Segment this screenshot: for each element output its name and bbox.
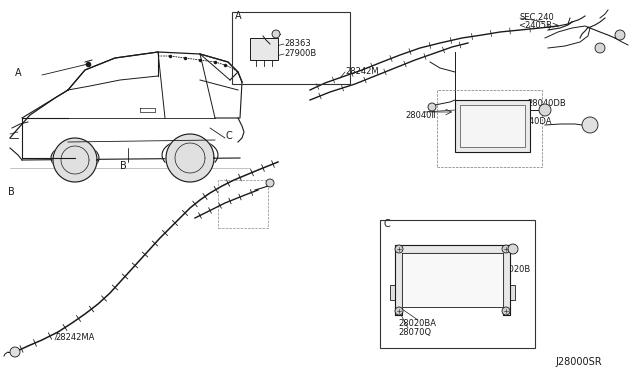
Text: J28000SR: J28000SR [555, 357, 602, 367]
Bar [380, 220, 535, 348]
Circle shape [395, 245, 403, 253]
Circle shape [539, 104, 551, 116]
Text: 28020BA: 28020BA [398, 318, 436, 327]
Circle shape [428, 103, 436, 111]
Text: 28070Q: 28070Q [398, 327, 431, 337]
Bar [390, 285, 395, 300]
Bar [218, 180, 268, 228]
Circle shape [502, 307, 510, 315]
Circle shape [595, 43, 605, 53]
Bar [460, 105, 525, 147]
Circle shape [502, 245, 510, 253]
Text: C: C [383, 219, 390, 229]
Polygon shape [395, 245, 510, 315]
Circle shape [272, 30, 280, 38]
Bar [250, 38, 278, 60]
Text: 28040DB: 28040DB [527, 99, 566, 108]
Polygon shape [53, 138, 97, 182]
Text: <2405B>: <2405B> [518, 20, 559, 29]
Circle shape [615, 30, 625, 40]
Text: 28040DA: 28040DA [513, 118, 552, 126]
Polygon shape [166, 134, 214, 182]
Text: 28020B: 28020B [498, 266, 531, 275]
Circle shape [582, 117, 598, 133]
Circle shape [10, 347, 20, 357]
Text: B: B [120, 161, 127, 171]
Bar [455, 100, 530, 152]
Text: 28363: 28363 [284, 39, 311, 48]
Bar [437, 90, 542, 167]
Text: 28040Ⅱ: 28040Ⅱ [405, 110, 436, 119]
Text: A: A [235, 11, 242, 21]
Text: SEC.240: SEC.240 [520, 13, 555, 22]
Circle shape [266, 179, 274, 187]
Polygon shape [402, 253, 503, 307]
Text: B: B [8, 187, 15, 197]
Text: 28242MA: 28242MA [55, 334, 94, 343]
Text: 27900B: 27900B [284, 49, 316, 58]
Bar [232, 12, 350, 84]
Circle shape [395, 307, 403, 315]
Bar [510, 285, 515, 300]
Text: 28231: 28231 [462, 144, 488, 153]
Circle shape [508, 244, 518, 254]
Text: C: C [226, 131, 233, 141]
Text: 28242M: 28242M [345, 67, 379, 77]
Text: A: A [15, 68, 22, 78]
